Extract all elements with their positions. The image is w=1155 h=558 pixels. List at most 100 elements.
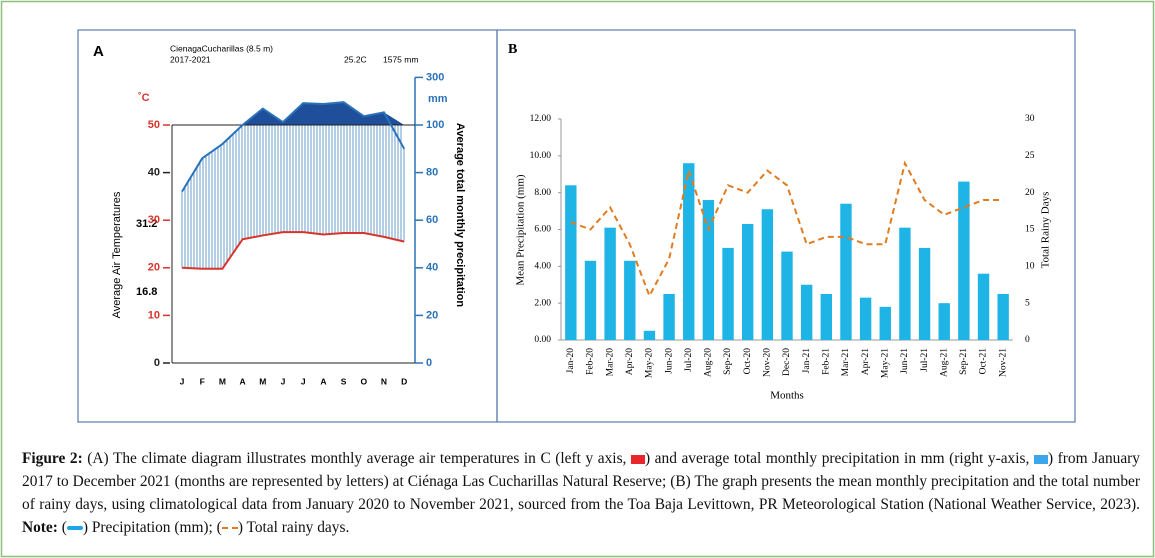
x-tick-label: M [219, 376, 226, 386]
bar [604, 227, 616, 340]
x-tick-label: Nov-20 [763, 348, 773, 377]
y2-tick-label: 60 [426, 214, 438, 226]
y-axis-title: Mean Precipitation (mm) [515, 174, 527, 286]
panel-label: B [508, 42, 517, 57]
y-unit: ˚C [138, 92, 150, 104]
x-tick-label: M [259, 376, 266, 386]
bar [624, 260, 636, 340]
min-temperature: 16.8 [136, 286, 157, 298]
x-tick-label: Feb-21 [821, 348, 831, 375]
y-axis-title: Average Air Temperatures [111, 191, 123, 318]
x-tick-label: Mar-21 [841, 348, 851, 377]
y-tick-label: 8.00 [534, 188, 551, 198]
caption-text: (A) The climate diagram illustrates mont… [87, 450, 631, 467]
y-tick-label: 20 [148, 262, 160, 274]
y2-tick-label: 80 [426, 167, 438, 179]
y2-tick-label: 0 [1025, 335, 1030, 345]
y-tick-label: 6.00 [534, 225, 551, 235]
caption-text: ) Precipitation (mm); ( [82, 519, 222, 536]
y2-axis-title: Total Rainy Days [1040, 192, 1052, 269]
x-tick-label: Apr-20 [625, 348, 635, 375]
x-axis-title: Months [770, 390, 804, 402]
x-tick-label: O [360, 376, 367, 386]
y2-tick-label: 40 [426, 262, 438, 274]
y-tick-label: 10.00 [530, 151, 552, 161]
y-tick-label: 12.00 [530, 114, 552, 124]
x-tick-label: Nov-21 [998, 348, 1008, 377]
y2-unit: mm [428, 93, 448, 105]
x-tick-label: D [401, 376, 407, 386]
caption-text: ) from January 2017 to December 2021 (mo… [22, 450, 1140, 513]
mean-temperature: 25.2C [344, 54, 367, 64]
panel-label: A [93, 43, 104, 60]
x-tick-label: Oct-21 [979, 348, 989, 375]
x-tick-label: N [381, 376, 387, 386]
panel-b-border [496, 29, 1076, 423]
caption: Figure 2: (A) The climate diagram illust… [22, 447, 1140, 539]
y2-tick-label: 5 [1025, 298, 1030, 308]
x-tick-label: Jan-20 [566, 348, 576, 374]
x-tick-label: Jul-21 [920, 348, 930, 372]
bar [859, 297, 872, 340]
y2-tick-label: 300 [426, 71, 444, 83]
x-tick-label: A [320, 376, 326, 386]
y-tick-label: 2.00 [534, 298, 551, 308]
y-tick-label: 10 [148, 309, 160, 321]
blue-swatch [1033, 454, 1048, 464]
bar [938, 303, 950, 340]
x-tick-label: Jun-21 [900, 348, 910, 374]
annual-precipitation: 1575 mm [383, 54, 418, 64]
x-tick-label: Jul-20 [684, 348, 694, 372]
bar [722, 247, 734, 340]
x-tick-label: Sep-20 [723, 348, 733, 375]
bar [879, 306, 891, 340]
bar [820, 293, 833, 340]
y2-tick-label: 25 [1025, 151, 1035, 161]
x-tick-label: J [301, 376, 306, 386]
y-tick-label: 4.00 [534, 262, 551, 272]
chart-a: A CienagaCucharillas (8.5 m) 2017-2021 2… [93, 43, 466, 386]
bar [741, 223, 754, 340]
series-line [570, 160, 1004, 299]
caption-text: ) and average total monthly precipitatio… [644, 450, 1034, 467]
y2-tick-label: 100 [426, 119, 444, 131]
bar [840, 203, 852, 340]
y-tick-label: 40 [148, 167, 160, 179]
series-line [181, 101, 406, 193]
y2-axis-title: Average total monthly precipitation [454, 123, 466, 307]
bar [643, 330, 656, 340]
y-tick-label: 50 [148, 119, 160, 131]
x-tick-label: Sep-21 [959, 348, 969, 375]
x-tick-label: J [180, 376, 185, 386]
bar [702, 200, 715, 340]
red-swatch [630, 454, 645, 464]
x-tick-label: May-20 [645, 348, 655, 378]
x-tick-label: F [200, 376, 205, 386]
x-tick-label: Dec-20 [782, 348, 792, 376]
y2-tick-label: 30 [1025, 114, 1035, 124]
period: 2017-2021 [170, 54, 211, 64]
y-tick-label: 0.00 [534, 335, 551, 345]
bar-legend-icon [66, 526, 83, 531]
bar [997, 293, 1009, 340]
x-tick-label: J [281, 376, 286, 386]
y2-tick-label: 0 [426, 357, 432, 369]
x-tick-label: Aug-20 [704, 348, 714, 377]
chart-b: B Months Mean Precipitation (mm) Total R… [508, 42, 1052, 401]
y2-tick-label: 20 [1025, 188, 1035, 198]
y-tick-label: 30 [148, 214, 160, 226]
bar [977, 273, 990, 340]
series-line [181, 231, 405, 270]
bar [800, 284, 813, 340]
station: CienagaCucharillas (8.5 m) [170, 43, 273, 53]
line-legend-icon [221, 527, 238, 530]
x-tick-label: Jun-20 [664, 348, 674, 374]
bar [565, 185, 577, 340]
bar [918, 247, 931, 340]
caption-label: Figure 2: [22, 450, 83, 467]
caption-text: ) Total rainy days. [237, 519, 350, 536]
bar [584, 260, 597, 340]
x-tick-label: A [240, 376, 246, 386]
y2-tick-label: 20 [426, 309, 438, 321]
